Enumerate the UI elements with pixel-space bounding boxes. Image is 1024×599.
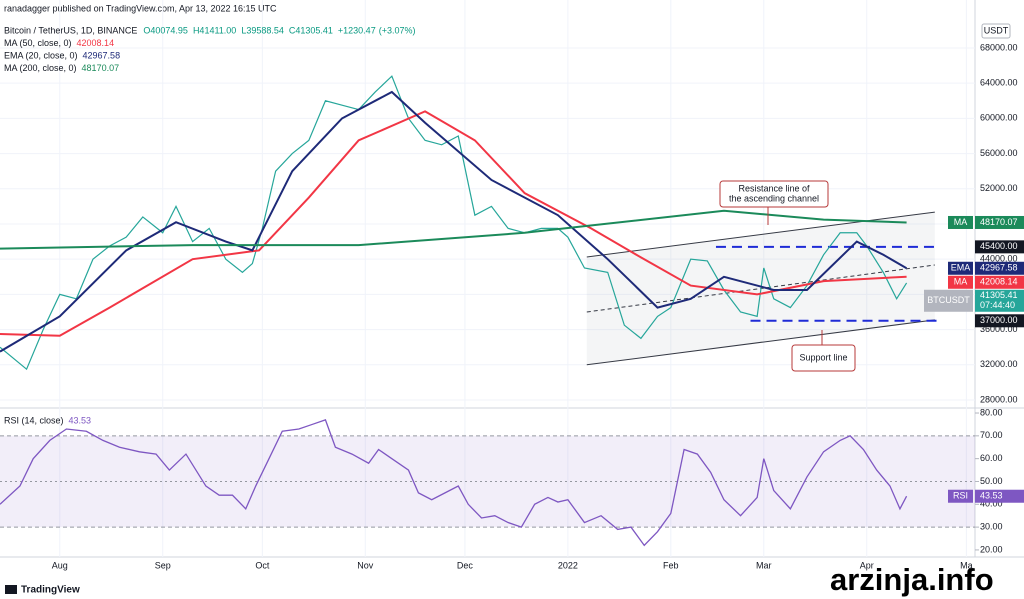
price-tag-value: 41305.41 (980, 290, 1018, 300)
annotation-text: Resistance line of (738, 183, 810, 193)
footer-brand: TradingView (21, 585, 80, 596)
y-tick-label: 70.00 (980, 430, 1003, 440)
rsi-tag-name-box (948, 489, 973, 503)
y-tick-label: 60000.00 (980, 113, 1018, 123)
y-tick-label: 20.00 (980, 544, 1003, 554)
series-line (0, 419, 908, 547)
y-tick-label: 28000.00 (980, 394, 1018, 404)
y-tick-label: 68000.00 (980, 42, 1018, 52)
price-tag-value: 45400.00 (980, 241, 1018, 251)
series-line (0, 90, 908, 353)
tv-logo (5, 585, 17, 594)
y-tick-label: 32000.00 (980, 359, 1018, 369)
y-tick-label: 50.00 (980, 476, 1003, 486)
annotation-text: Support line (799, 352, 847, 362)
channel-line (586, 211, 935, 258)
price-tag-name: EMA (951, 263, 971, 273)
annotation-box (719, 180, 829, 208)
y-tick-label: 40.00 (980, 499, 1003, 509)
legend-text: MA (50, close, 0) (4, 38, 72, 48)
legend-text: 48170.07 (82, 63, 120, 73)
series-line (0, 75, 908, 371)
legend-text: EMA (20, close, 0) (4, 50, 78, 60)
legend-text: O40074.95 (143, 25, 188, 35)
price-tag (975, 275, 1024, 289)
legend-text: MA (200, close, 0) (4, 63, 77, 73)
price-tag (975, 240, 1024, 254)
legend-text: +1230.47 (338, 25, 376, 35)
y-tick-label: 44000.00 (980, 254, 1018, 264)
legend-text: L39588.54 (241, 25, 284, 35)
price-tag (975, 261, 1024, 275)
published-note: ranadagger published on TradingView.com,… (4, 3, 277, 13)
price-tag-value: 42967.58 (980, 263, 1018, 273)
legend-text: 42008.14 (77, 38, 115, 48)
x-tick-label: Ma (960, 560, 973, 570)
series-line (0, 209, 907, 250)
legend-text: 43.53 (69, 415, 92, 425)
x-tick-label: 2022 (558, 560, 578, 570)
price-tag-countdown: 07:44:40 (980, 300, 1015, 310)
price-tag-value: 42008.14 (980, 277, 1018, 287)
y-tick-label: 60.00 (980, 453, 1003, 463)
legend-text: H41411.00 (193, 25, 236, 35)
legend-text: RSI (14, close) (4, 415, 64, 425)
y-tick-label: 80.00 (980, 407, 1003, 417)
legend-text: 42967.58 (83, 50, 121, 60)
x-tick-label: Dec (457, 560, 474, 570)
y-tick-label: 36000.00 (980, 324, 1018, 334)
rsi-tag-name: RSI (953, 491, 968, 501)
annotation-box (791, 344, 856, 372)
price-tag (975, 314, 1024, 328)
legend-text: (+3.07%) (379, 25, 416, 35)
price-tag (975, 289, 1024, 312)
x-tick-label: Feb (663, 560, 679, 570)
currency-box (981, 23, 1011, 39)
series-line (0, 110, 907, 337)
legend-text: Bitcoin / TetherUS, 1D, BINANCE (4, 25, 137, 35)
channel-line (586, 319, 935, 366)
x-tick-label: Oct (255, 560, 270, 570)
price-tag-name: MA (954, 217, 968, 227)
price-tag-name-box (948, 261, 973, 275)
x-tick-label: Aug (52, 560, 68, 570)
rsi-tag (975, 489, 1024, 503)
y-tick-label: 52000.00 (980, 183, 1018, 193)
x-tick-label: Mar (756, 560, 772, 570)
y-tick-label: 56000.00 (980, 148, 1018, 158)
watermark: arzinja.info (830, 562, 994, 597)
price-tag-value: 48170.07 (980, 217, 1018, 227)
y-tick-label: 64000.00 (980, 78, 1018, 88)
price-tag-name: MA (954, 277, 968, 287)
currency: USDT (984, 25, 1009, 35)
price-tag-name-box (948, 275, 973, 289)
price-tag-value: 37000.00 (980, 315, 1018, 325)
rsi-tag-value: 43.53 (980, 491, 1003, 501)
price-tag-name-box (948, 215, 973, 229)
y-tick-label: 30.00 (980, 521, 1003, 531)
rsi-band (0, 435, 975, 528)
price-tag-name-box (924, 289, 973, 312)
price-tag (975, 215, 1024, 229)
x-tick-label: Apr (860, 560, 874, 570)
annotation-text: the ascending channel (729, 193, 819, 203)
price-tag-name: BTCUSDT (927, 295, 970, 305)
legend-text: C41305.41 (289, 25, 333, 35)
x-tick-label: Sep (155, 560, 171, 570)
x-tick-label: Nov (357, 560, 374, 570)
